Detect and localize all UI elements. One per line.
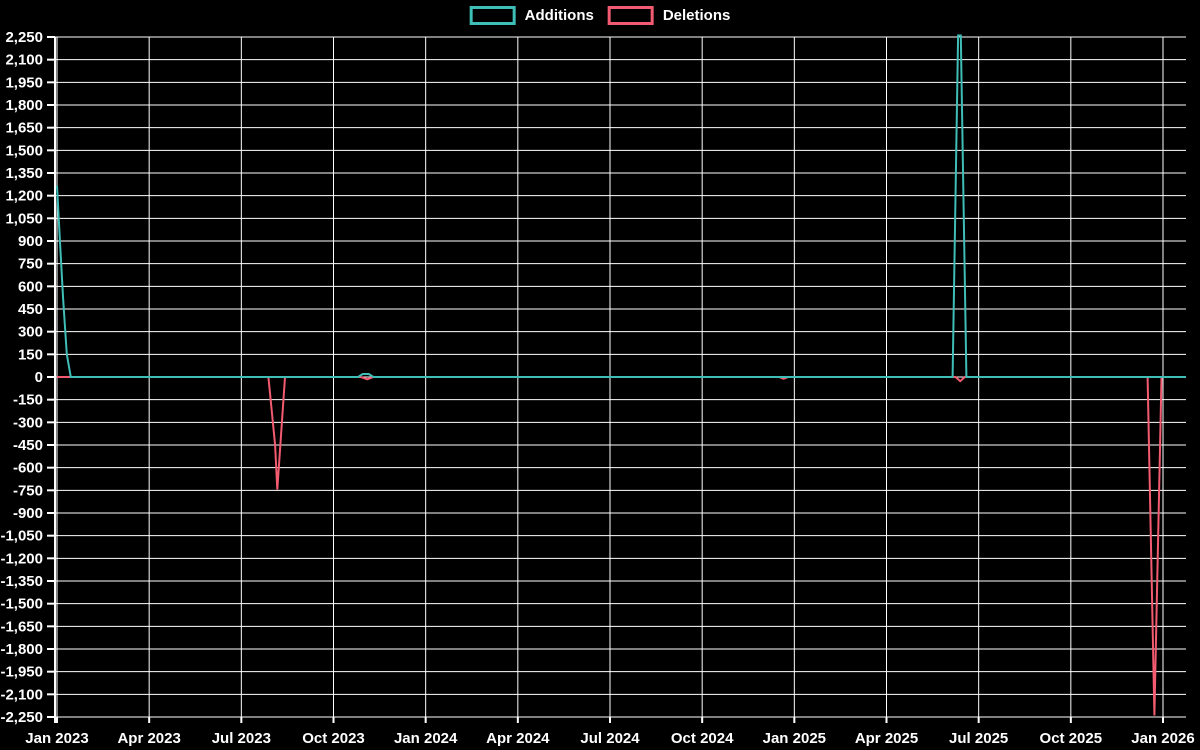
y-tick-label: -1,800 xyxy=(0,641,43,658)
y-tick-label: -1,950 xyxy=(0,664,43,681)
deletions-line xyxy=(57,376,1186,716)
y-tick-label: 900 xyxy=(18,233,43,250)
y-tick-label: 0 xyxy=(35,369,43,386)
deletions-swatch xyxy=(607,6,654,25)
x-tick-label: Jul 2023 xyxy=(212,730,271,747)
y-tick-label: 1,200 xyxy=(5,188,43,205)
gridlines xyxy=(55,36,1186,718)
y-tick-label: -2,100 xyxy=(0,686,43,703)
additions-line xyxy=(56,34,1186,378)
x-tick-label: Jan 2025 xyxy=(763,730,826,747)
legend-label-additions: Additions xyxy=(524,7,594,24)
y-tick-label: 450 xyxy=(18,301,43,318)
y-tick-label: -1,200 xyxy=(0,550,43,567)
y-tick-label: 2,100 xyxy=(5,52,43,69)
legend-item-additions[interactable]: Additions xyxy=(469,6,594,25)
legend-item-deletions[interactable]: Deletions xyxy=(607,6,731,25)
y-tick-label: -300 xyxy=(13,414,43,431)
y-tick-label: 1,650 xyxy=(5,120,43,137)
x-tick-label: Apr 2024 xyxy=(486,730,550,747)
x-tick-label: Jan 2024 xyxy=(394,730,458,747)
y-tick-label: 1,500 xyxy=(5,142,43,159)
y-tick-label: 300 xyxy=(18,324,43,341)
axes xyxy=(47,36,1164,723)
y-tick-label: 1,350 xyxy=(5,165,43,182)
y-tick-label: -450 xyxy=(13,437,43,454)
x-tick-label: Oct 2023 xyxy=(302,730,365,747)
x-tick-label: Jul 2025 xyxy=(949,730,1008,747)
additions-swatch xyxy=(469,6,516,25)
x-tick-label: Jul 2024 xyxy=(580,730,640,747)
y-tick-label: -750 xyxy=(13,482,43,499)
y-tick-label: 750 xyxy=(18,256,43,273)
y-tick-label: -2,250 xyxy=(0,709,43,726)
y-tick-label: 600 xyxy=(18,278,43,295)
y-tick-label: -150 xyxy=(13,392,43,409)
y-tick-label: -1,500 xyxy=(0,596,43,613)
y-tick-label: 1,800 xyxy=(5,97,43,114)
x-tick-label: Oct 2024 xyxy=(671,730,734,747)
x-tick-label: Apr 2023 xyxy=(117,730,180,747)
y-tick-label: -1,050 xyxy=(0,528,43,545)
axis-labels: 2,250 2,100 1,950 1,800 1,650 1,500 1,350 1,200… xyxy=(0,29,1194,747)
y-tick-label: 150 xyxy=(18,346,43,363)
legend-label-deletions: Deletions xyxy=(662,7,731,24)
y-tick-label: -600 xyxy=(13,460,43,477)
x-tick-label: Jan 2026 xyxy=(1131,730,1194,747)
y-tick-label: 1,050 xyxy=(5,210,43,227)
y-tick-label: -900 xyxy=(13,505,43,522)
y-tick-label: -1,350 xyxy=(0,573,43,590)
x-tick-label: Oct 2025 xyxy=(1040,730,1103,747)
y-tick-label: -1,650 xyxy=(0,618,43,635)
y-tick-label: 2,250 xyxy=(5,29,43,46)
chart-legend: Additions Deletions xyxy=(469,6,731,25)
x-tick-label: Jan 2023 xyxy=(25,730,88,747)
x-tick-label: Apr 2025 xyxy=(855,730,918,747)
y-tick-label: 1,950 xyxy=(5,74,43,91)
